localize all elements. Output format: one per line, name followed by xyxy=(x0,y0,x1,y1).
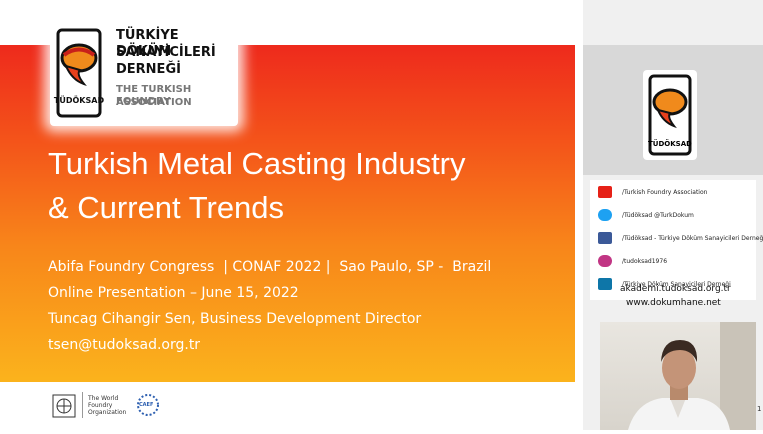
footer-text: Foundry xyxy=(88,402,113,409)
url: www.dokumhane.net xyxy=(626,298,721,308)
social-link: /Türkiye Döküm Sanayicileri Derneği xyxy=(622,281,731,288)
logo-sub: ASSOCIATION xyxy=(116,97,192,108)
webcam xyxy=(600,322,756,430)
logo-mark: TÜDÖKSAD xyxy=(53,96,105,105)
social-link: /Tüdöksad @TurkDokum xyxy=(622,212,694,219)
social-icon xyxy=(598,186,612,198)
page-number: 1 xyxy=(757,405,762,413)
wfo-icon xyxy=(52,394,76,418)
social-link: /Tüdöksad - Türkiye Döküm Sanayicileri D… xyxy=(622,235,763,242)
subtitle-line: Online Presentation – June 15, 2022 xyxy=(48,285,299,301)
footer-text: The World xyxy=(88,395,119,402)
caef-label: CAEF xyxy=(139,402,154,408)
title: & Current Trends xyxy=(48,190,285,225)
panel-logo-icon xyxy=(648,74,692,156)
caef-icon xyxy=(137,394,159,416)
social-icon xyxy=(598,278,612,290)
logo-text: DERNEĞİ xyxy=(116,62,181,77)
logo-text: TÜRKİYE DÖKÜM xyxy=(116,28,179,59)
social-card xyxy=(590,180,756,300)
social-icon xyxy=(598,232,612,244)
url: akademi.tudoksad.org.tr xyxy=(620,284,731,294)
panel-logo: TÜDÖKSAD xyxy=(643,70,697,160)
logo-sub: THE TURKISH FOUNDRY xyxy=(116,84,192,107)
logo-text: SANAYİCİLERİ xyxy=(116,45,216,60)
webcam-image xyxy=(628,322,756,430)
social-icon xyxy=(598,209,612,221)
social-link: /tudoksad1976 xyxy=(622,258,668,265)
footer-text: Organization xyxy=(88,409,127,416)
panel-logo-mark: TÜDÖKSAD xyxy=(648,140,692,148)
subtitle-line: tsen@tudoksad.org.tr xyxy=(48,337,201,353)
subtitle-line: Abifa Foundry Congress | CONAF 2022 | Sa… xyxy=(48,259,492,275)
logo-icon xyxy=(56,28,102,118)
title: Turkish Metal Casting Industry xyxy=(48,146,466,181)
subtitle-line: Tuncag Cihangir Sen, Business Developmen… xyxy=(48,311,422,327)
divider xyxy=(82,392,83,418)
social-link: /Turkish Foundry Association xyxy=(622,189,708,196)
logo: TÜDÖKSAD TÜRKİYE DÖKÜM SANAYİCİLERİ DERN… xyxy=(50,22,238,126)
social-icon xyxy=(598,255,612,267)
